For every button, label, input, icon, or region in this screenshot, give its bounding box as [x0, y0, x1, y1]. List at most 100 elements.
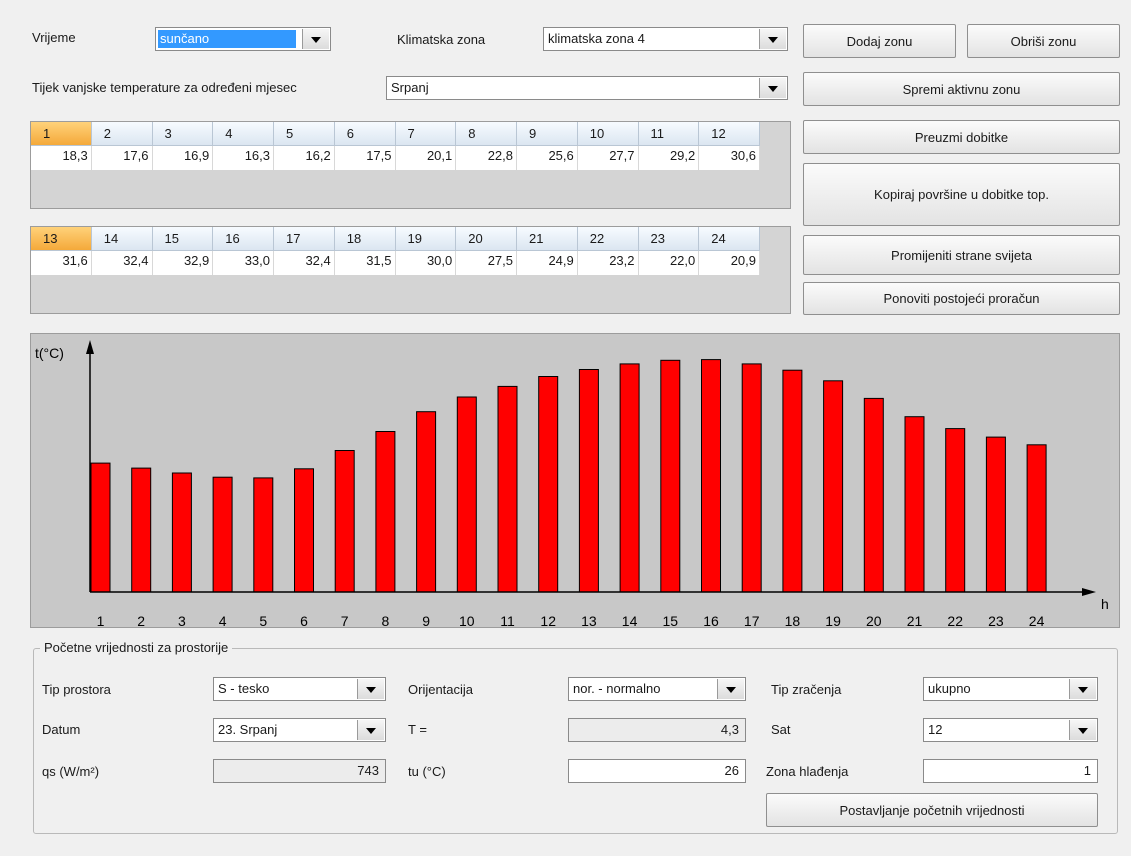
- hour-value[interactable]: 29,2: [639, 146, 700, 170]
- sat-dropdown[interactable]: 12: [923, 718, 1098, 742]
- hour-header[interactable]: 23: [638, 227, 700, 251]
- qs-field: 743: [213, 759, 386, 783]
- hour-value[interactable]: 30,0: [396, 251, 457, 275]
- chevron-down-icon[interactable]: [302, 29, 329, 49]
- hour-value[interactable]: 23,2: [578, 251, 639, 275]
- chart-bar: [741, 363, 762, 593]
- x-tick-label: 19: [825, 613, 841, 627]
- orijentacija-label: Orijentacija: [408, 682, 474, 697]
- chevron-down-icon[interactable]: [1069, 720, 1096, 740]
- hour-value[interactable]: 22,8: [456, 146, 517, 170]
- hour-value[interactable]: 27,5: [456, 251, 517, 275]
- initial-values-group: [33, 648, 1118, 834]
- chart-bar: [375, 431, 396, 593]
- tip-prostora-dropdown[interactable]: S - tesko: [213, 677, 386, 701]
- x-tick-label: 8: [382, 613, 390, 627]
- mjesec-dropdown[interactable]: Srpanj: [386, 76, 788, 100]
- hour-value[interactable]: 16,3: [213, 146, 274, 170]
- hour-value[interactable]: 24,9: [517, 251, 578, 275]
- tip-zracenja-label: Tip zračenja: [771, 682, 842, 697]
- hour-header[interactable]: 1: [31, 122, 92, 146]
- promijeniti-strane-svijeta-button[interactable]: Promijeniti strane svijeta: [803, 235, 1120, 275]
- chevron-down-icon[interactable]: [759, 78, 786, 98]
- hours-table-1: 1 2 3 4 5 6 7 8 9 10 11 12 18,3 17,6 16,9 16,3 16,2 17,5…: [30, 121, 791, 209]
- hour-header[interactable]: 7: [395, 122, 457, 146]
- chevron-down-icon[interactable]: [357, 720, 384, 740]
- hour-value[interactable]: 31,6: [31, 251, 92, 275]
- temperature-chart-svg: 1 2 3 4 5 6 7 8 9 10 11 12 13 14 15 16 17 18 19 20 21 22 23 24t…: [35, 340, 1109, 629]
- dodaj-zonu-button[interactable]: Dodaj zonu: [803, 24, 956, 58]
- datum-dropdown[interactable]: 23. Srpanj: [213, 718, 386, 742]
- hour-header[interactable]: 19: [395, 227, 457, 251]
- mjesec-value: Srpanj: [391, 80, 429, 95]
- postavljanje-pocetnih-vrijednosti-button[interactable]: Postavljanje početnih vrijednosti: [766, 793, 1098, 827]
- hour-header[interactable]: 24: [699, 227, 760, 251]
- hour-header[interactable]: 18: [334, 227, 396, 251]
- hour-value[interactable]: 18,3: [31, 146, 92, 170]
- chart-bar: [456, 396, 477, 593]
- hour-header[interactable]: 9: [517, 122, 578, 146]
- chevron-down-icon[interactable]: [1069, 679, 1096, 699]
- zona-hladenja-input[interactable]: 1: [923, 759, 1098, 783]
- tip-zracenja-dropdown[interactable]: ukupno: [923, 677, 1098, 701]
- hour-header[interactable]: 20: [456, 227, 517, 251]
- hour-header[interactable]: 4: [213, 122, 274, 146]
- hour-header[interactable]: 5: [274, 122, 335, 146]
- vrijeme-value: sunčano: [158, 30, 296, 48]
- hour-value[interactable]: 32,9: [153, 251, 214, 275]
- hour-value[interactable]: 16,9: [153, 146, 214, 170]
- x-tick-label: 16: [703, 613, 719, 627]
- hour-value[interactable]: 25,6: [517, 146, 578, 170]
- kopiraj-povrsine-button[interactable]: Kopiraj površine u dobitke top.: [803, 163, 1120, 226]
- chevron-down-icon[interactable]: [357, 679, 384, 699]
- datum-value: 23. Srpanj: [218, 722, 278, 737]
- hour-header[interactable]: 21: [517, 227, 578, 251]
- vrijeme-dropdown[interactable]: sunčano: [155, 27, 331, 51]
- hour-header[interactable]: 16: [213, 227, 274, 251]
- x-tick-label: 17: [744, 613, 760, 627]
- hour-header[interactable]: 8: [456, 122, 517, 146]
- hour-value[interactable]: 32,4: [274, 251, 335, 275]
- chart-bar: [416, 411, 437, 593]
- hour-header[interactable]: 15: [152, 227, 214, 251]
- chart-bar: [985, 436, 1006, 593]
- ponoviti-proracun-button[interactable]: Ponoviti postojeći proračun: [803, 282, 1120, 315]
- chevron-down-icon[interactable]: [759, 29, 786, 49]
- hours-table-2: 13 14 15 16 17 18 19 20 21 22 23 24 31,6 32,4 32,9 33,…: [30, 226, 791, 314]
- hour-value[interactable]: 32,4: [92, 251, 153, 275]
- hour-header[interactable]: 17: [274, 227, 335, 251]
- hour-value[interactable]: 31,5: [335, 251, 396, 275]
- spremi-aktivnu-zonu-button[interactable]: Spremi aktivnu zonu: [803, 72, 1120, 106]
- hour-value[interactable]: 33,0: [213, 251, 274, 275]
- hour-value[interactable]: 22,0: [639, 251, 700, 275]
- chart-bar: [334, 450, 355, 593]
- x-tick-label: 21: [907, 613, 923, 627]
- klimatska-zona-dropdown[interactable]: klimatska zona 4: [543, 27, 788, 51]
- hour-header[interactable]: 13: [31, 227, 92, 251]
- chevron-down-icon[interactable]: [717, 679, 744, 699]
- hour-value[interactable]: 17,5: [335, 146, 396, 170]
- hour-value[interactable]: 20,9: [699, 251, 760, 275]
- chart-bar: [131, 467, 152, 593]
- hour-header[interactable]: 6: [334, 122, 396, 146]
- hour-header[interactable]: 12: [699, 122, 760, 146]
- hour-value[interactable]: 17,6: [92, 146, 153, 170]
- x-tick-label: 15: [663, 613, 679, 627]
- hour-header[interactable]: 22: [577, 227, 639, 251]
- hour-value[interactable]: 20,1: [396, 146, 457, 170]
- hour-header[interactable]: 10: [577, 122, 639, 146]
- x-tick-label: 22: [947, 613, 963, 627]
- hour-value[interactable]: 27,7: [578, 146, 639, 170]
- x-tick-label: 3: [178, 613, 186, 627]
- hour-header[interactable]: 2: [91, 122, 153, 146]
- tijek-temperature-label: Tijek vanjske temperature za određeni mj…: [32, 80, 297, 95]
- hour-header[interactable]: 3: [152, 122, 214, 146]
- orijentacija-dropdown[interactable]: nor. - normalno: [568, 677, 746, 701]
- obrisi-zonu-button[interactable]: Obriši zonu: [967, 24, 1120, 58]
- hour-value[interactable]: 16,2: [274, 146, 335, 170]
- preuzmi-dobitke-button[interactable]: Preuzmi dobitke: [803, 120, 1120, 154]
- hour-header[interactable]: 14: [91, 227, 153, 251]
- hour-header[interactable]: 11: [638, 122, 700, 146]
- tu-input[interactable]: 26: [568, 759, 746, 783]
- hour-value[interactable]: 30,6: [699, 146, 760, 170]
